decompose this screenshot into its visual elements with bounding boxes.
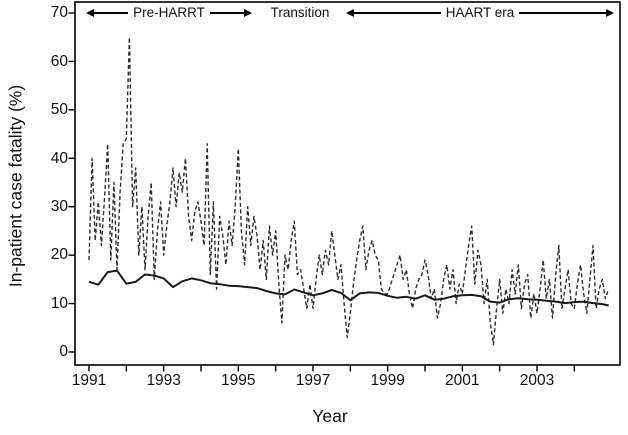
era-annotation-transition: Transition xyxy=(252,6,348,20)
x-tick-label-2003: 2003 xyxy=(519,372,555,389)
x-tick-label-1991: 1991 xyxy=(71,372,107,389)
arrow-right-icon xyxy=(244,9,253,17)
x-axis-label: Year xyxy=(312,406,348,426)
y-tick-label-10: 10 xyxy=(50,294,68,312)
x-tick-label-1999: 1999 xyxy=(370,372,405,389)
x-tick-label-2001: 2001 xyxy=(445,372,480,389)
era-annotation-haart: HAART era xyxy=(346,6,614,20)
y-tick-label-70: 70 xyxy=(50,4,68,21)
y-tick-label-0: 0 xyxy=(59,343,68,360)
era-label-pre-haart: Pre-HARRT xyxy=(133,5,205,20)
era-label-haart: HAART era xyxy=(445,5,515,20)
x-tick-label-1993: 1993 xyxy=(146,372,181,389)
arrow-line xyxy=(354,12,441,14)
arrow-line xyxy=(209,12,245,14)
arrow-line xyxy=(519,12,606,14)
y-tick-label-60: 60 xyxy=(50,52,68,70)
x-tick-label-1997: 1997 xyxy=(295,372,331,389)
arrow-right-icon xyxy=(606,9,614,17)
era-label-transition: Transition xyxy=(270,5,330,20)
y-tick-label-20: 20 xyxy=(50,246,68,263)
y-tick-label-30: 30 xyxy=(50,197,68,215)
arrow-left-icon xyxy=(86,9,94,17)
y-tick-label-50: 50 xyxy=(50,101,68,118)
arrow-line xyxy=(94,12,129,14)
y-tick-label-40: 40 xyxy=(50,149,68,167)
arrow-left-icon xyxy=(346,9,354,17)
y-axis-label: In-patient case fatality (%) xyxy=(5,84,26,288)
x-tick-label-1995: 1995 xyxy=(221,372,256,389)
era-annotation-pre-haart: Pre-HARRT xyxy=(86,5,253,20)
